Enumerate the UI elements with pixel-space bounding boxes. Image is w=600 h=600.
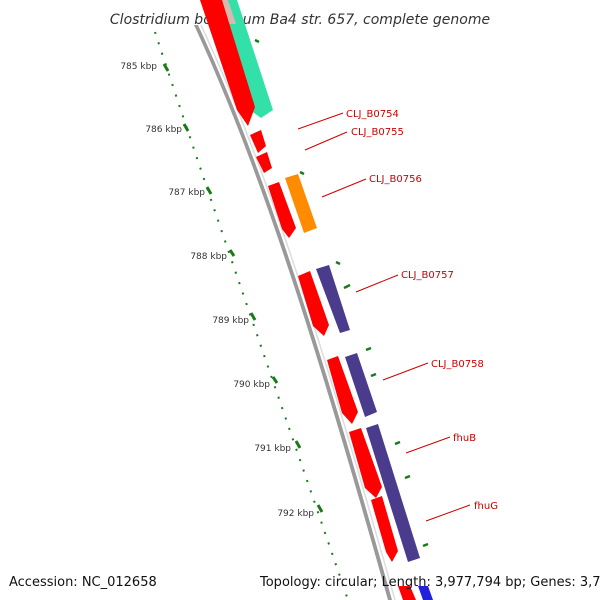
leader-lines — [297, 112, 471, 522]
cds-arrow — [268, 182, 296, 238]
scale-track — [154, 31, 349, 600]
blast-hit-orange — [285, 174, 317, 233]
scale-label: 787 kbp — [168, 188, 205, 198]
scale-tick — [249, 312, 257, 321]
scale-tick — [182, 123, 190, 132]
blast-hit-red-bottom — [398, 586, 416, 600]
scale-tick — [316, 504, 324, 513]
scale-label: 788 kbp — [190, 252, 227, 262]
gene-label[interactable]: CLJ_B0755 — [351, 127, 404, 138]
cds-arrow — [256, 152, 272, 173]
cds-arrow — [298, 271, 329, 336]
topology-label: Topology: circular; Length: 3,977,794 bp… — [260, 575, 600, 590]
scale-label: 785 kbp — [120, 62, 157, 72]
leader-line — [304, 131, 348, 151]
gene-label[interactable]: fhuB — [453, 433, 476, 444]
scale-ticks — [162, 63, 324, 513]
scale-label: 786 kbp — [145, 125, 182, 135]
leader-line — [382, 362, 429, 381]
leader-line — [405, 436, 451, 454]
right-tick — [343, 283, 351, 290]
accession-label: Accession: NC_012658 — [9, 575, 157, 590]
right-tick — [370, 372, 377, 378]
leader-line — [355, 274, 399, 293]
scale-label: 790 kbp — [233, 380, 270, 390]
gene-label[interactable]: CLJ_B0754 — [346, 109, 399, 120]
backbone-band — [194, 25, 392, 600]
blast-hit-purple — [345, 353, 377, 417]
cds-arrow — [250, 130, 266, 153]
gene-label[interactable]: CLJ_B0756 — [369, 174, 422, 185]
scale-tick — [228, 249, 236, 257]
blast-hit-purple — [366, 424, 420, 562]
leader-line — [425, 504, 471, 522]
right-tick — [404, 474, 411, 480]
right-tick — [335, 260, 341, 266]
leader-line — [297, 112, 344, 130]
right-tick — [394, 440, 401, 446]
right-tick — [365, 346, 372, 352]
scale-label: 792 kbp — [277, 509, 314, 519]
cds-arrow — [200, 0, 255, 126]
scale-label: 791 kbp — [254, 444, 291, 454]
blast-hit-purple — [316, 265, 350, 333]
scale-tick — [271, 376, 279, 384]
cds-arrow — [371, 496, 398, 562]
scale-tick — [162, 63, 170, 72]
gene-label[interactable]: fhuG — [474, 501, 498, 512]
scale-label: 789 kbp — [212, 316, 249, 326]
right-tick — [254, 38, 260, 44]
map-title: Clostridium botulinum Ba4 str. 657, comp… — [110, 12, 490, 28]
cds-arrow — [349, 428, 382, 498]
scale-tick — [294, 440, 302, 449]
right-tick — [422, 542, 429, 548]
gene-label[interactable]: CLJ_B0757 — [401, 270, 454, 281]
blast-hit-blue-bottom — [418, 586, 433, 600]
scale-tick — [205, 186, 213, 195]
right-tick — [299, 170, 305, 176]
cds-arrow — [327, 356, 358, 424]
leader-line — [321, 178, 367, 198]
gene-label[interactable]: CLJ_B0758 — [431, 359, 484, 370]
